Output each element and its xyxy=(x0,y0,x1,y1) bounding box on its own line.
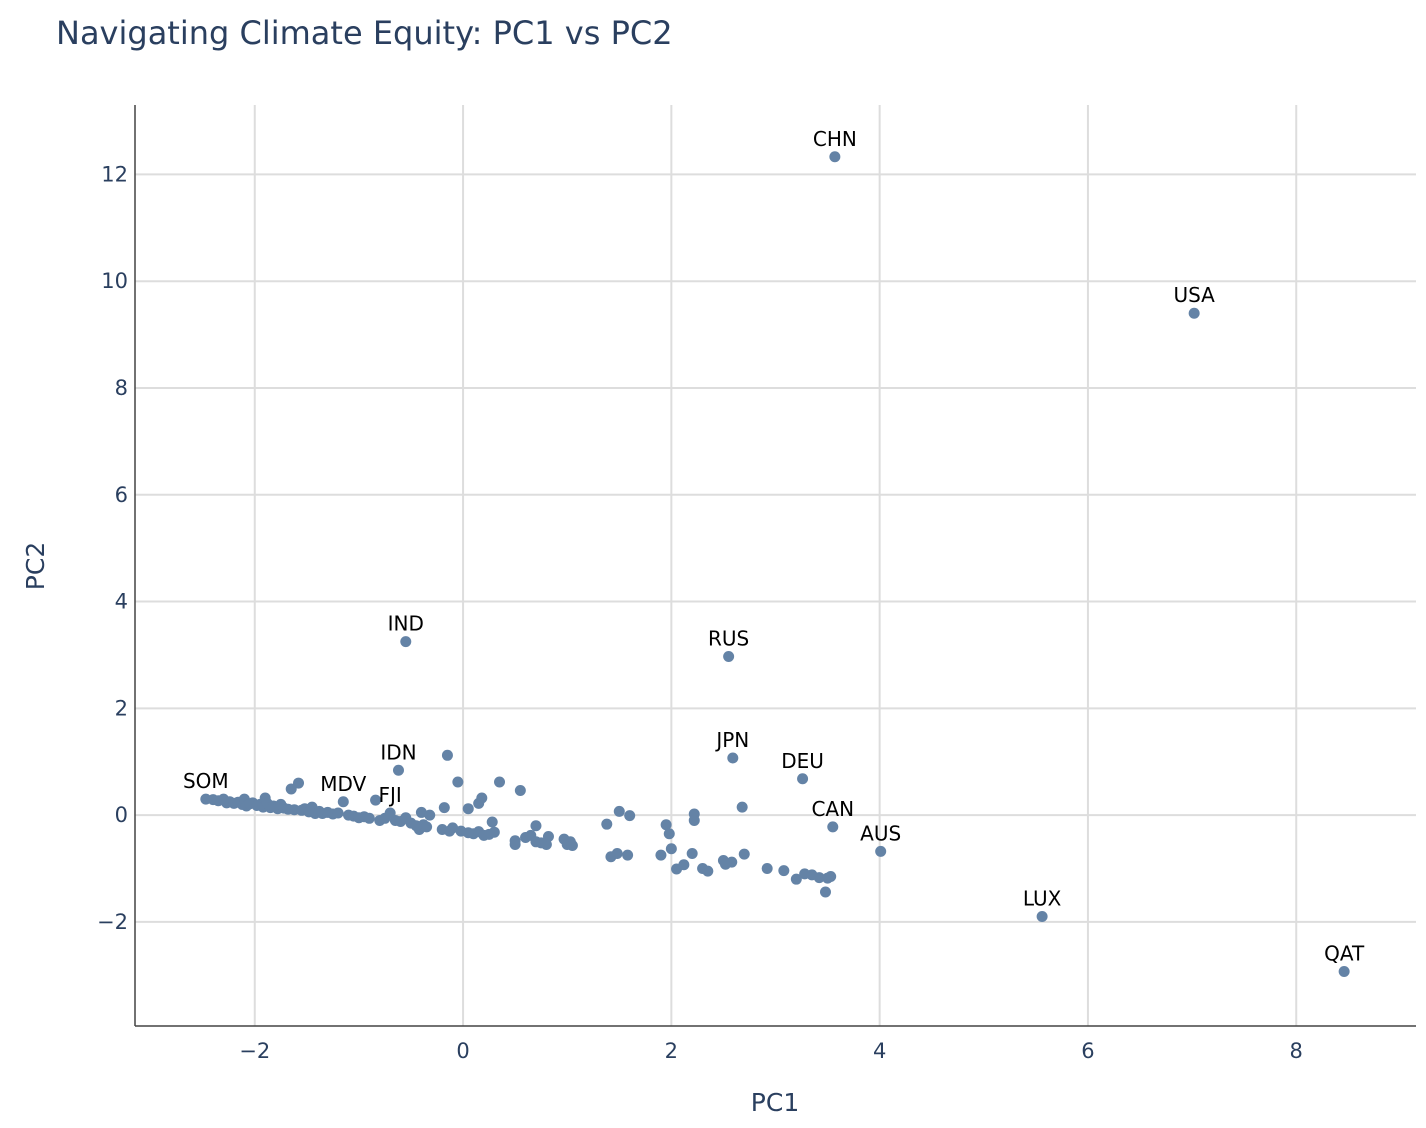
data-point xyxy=(678,859,690,871)
x-tick-label: 0 xyxy=(456,1039,469,1063)
data-point xyxy=(655,849,667,861)
data-point xyxy=(622,849,634,861)
data-point xyxy=(686,848,698,860)
data-point xyxy=(421,821,433,833)
data-point-can xyxy=(827,821,839,833)
data-point xyxy=(819,886,831,898)
data-point xyxy=(488,826,500,838)
data-point-ind xyxy=(400,636,412,648)
data-point xyxy=(736,801,748,813)
data-point xyxy=(566,840,578,852)
x-tick-labels: −2 0 2 4 6 8 xyxy=(239,1039,1303,1063)
data-point xyxy=(447,822,459,834)
data-point-lux xyxy=(1036,911,1048,923)
y-tick-label: 2 xyxy=(115,696,128,720)
y-tick-label: 6 xyxy=(115,483,128,507)
data-point xyxy=(424,809,436,821)
point-label-qat: QAT xyxy=(1324,942,1365,966)
data-point xyxy=(611,848,623,860)
y-tick-label: 0 xyxy=(115,803,128,827)
gridlines xyxy=(135,105,1416,1026)
data-point xyxy=(438,802,450,814)
data-point xyxy=(452,776,464,788)
point-label-mdv: MDV xyxy=(320,772,366,796)
point-label-jpn: JPN xyxy=(714,728,749,752)
data-point-som xyxy=(200,793,212,805)
data-point xyxy=(494,776,506,788)
data-point xyxy=(613,805,625,817)
point-label-ind: IND xyxy=(388,612,424,636)
x-tick-label: 6 xyxy=(1081,1039,1094,1063)
point-label-som: SOM xyxy=(183,769,229,793)
data-point-mdv xyxy=(337,796,349,808)
y-tick-labels: −2 0 2 4 6 8 10 12 xyxy=(97,162,128,933)
x-axis-title: PC1 xyxy=(751,1088,799,1117)
point-label-can: CAN xyxy=(811,797,854,821)
data-point xyxy=(285,783,297,795)
data-point xyxy=(726,856,738,868)
x-tick-label: 8 xyxy=(1290,1039,1303,1063)
data-point-qat xyxy=(1338,966,1350,978)
data-point xyxy=(542,830,554,842)
data-point xyxy=(441,749,453,761)
point-label-fji: FJI xyxy=(379,783,402,807)
point-label-rus: RUS xyxy=(708,627,749,651)
data-point xyxy=(332,807,344,819)
data-point xyxy=(738,848,750,860)
data-point xyxy=(530,820,542,832)
data-point xyxy=(462,803,474,815)
y-tick-label: 4 xyxy=(115,590,128,614)
point-label-lux: LUX xyxy=(1023,887,1062,911)
point-label-idn: IDN xyxy=(380,740,416,764)
data-point xyxy=(476,792,488,804)
y-axis-title: PC2 xyxy=(21,542,50,590)
data-point xyxy=(778,865,790,877)
data-point xyxy=(665,843,677,855)
x-tick-label: −2 xyxy=(239,1039,270,1063)
y-tick-label: −2 xyxy=(97,910,128,934)
data-point-fji xyxy=(384,807,396,819)
y-tick-label: 8 xyxy=(115,376,128,400)
y-tick-label: 10 xyxy=(101,269,128,293)
data-point xyxy=(514,785,526,797)
axes xyxy=(134,105,1416,1027)
x-tick-label: 2 xyxy=(665,1039,678,1063)
data-point xyxy=(293,777,305,789)
data-point xyxy=(761,862,773,874)
data-point-deu xyxy=(797,773,809,785)
data-point-aus xyxy=(875,845,887,857)
data-point xyxy=(663,828,675,840)
data-point xyxy=(415,806,427,818)
data-point xyxy=(363,812,375,824)
data-point-chn xyxy=(829,151,841,163)
data-point xyxy=(624,810,636,822)
data-point xyxy=(660,819,672,831)
data-point xyxy=(370,794,382,806)
data-point xyxy=(813,872,825,884)
data-point-idn xyxy=(392,764,404,776)
data-point xyxy=(825,871,837,883)
x-tick-label: 4 xyxy=(873,1039,886,1063)
data-point-rus xyxy=(723,651,735,663)
data-point-jpn xyxy=(727,752,739,764)
point-label-aus: AUS xyxy=(860,821,901,845)
data-point xyxy=(702,865,714,877)
point-label-deu: DEU xyxy=(781,749,824,773)
data-points xyxy=(200,151,1350,978)
data-point xyxy=(790,873,802,885)
data-point xyxy=(601,818,613,830)
chart-title: Navigating Climate Equity: PC1 vs PC2 xyxy=(56,14,673,52)
data-point-usa xyxy=(1188,307,1200,319)
point-label-usa: USA xyxy=(1173,283,1215,307)
data-point xyxy=(486,816,498,828)
data-point xyxy=(688,814,700,826)
point-label-chn: CHN xyxy=(813,127,857,151)
y-tick-label: 12 xyxy=(101,162,128,186)
data-point xyxy=(509,838,521,850)
